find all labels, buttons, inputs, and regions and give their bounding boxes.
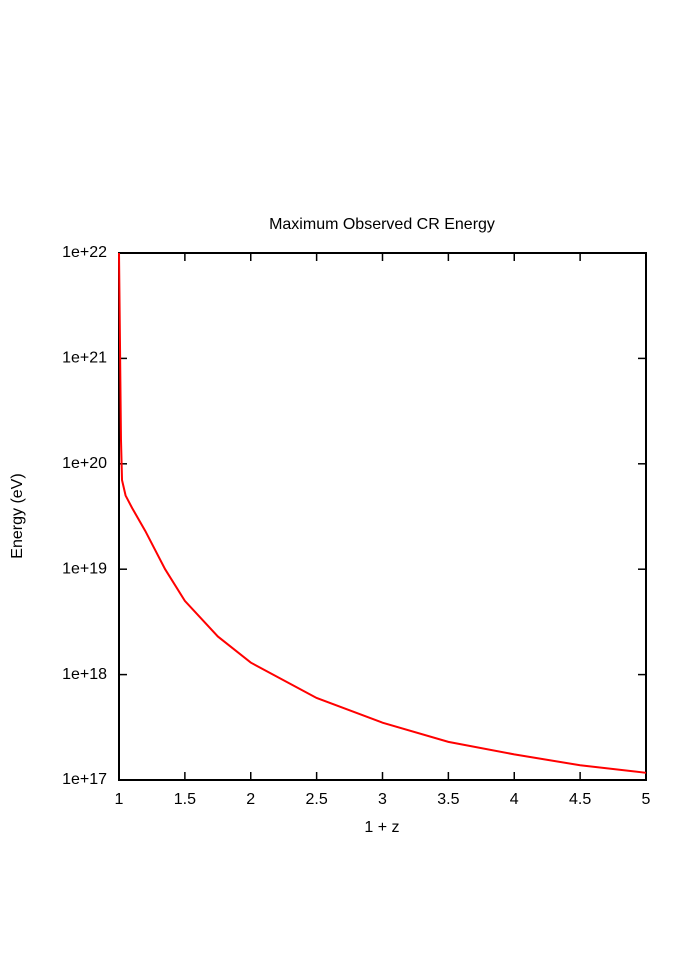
y-tick-label: 1e+22 <box>62 244 107 261</box>
plot-frame <box>118 252 647 781</box>
x-tick-label: 4 <box>510 791 519 808</box>
x-tick-label: 5 <box>642 791 651 808</box>
chart-title: Maximum Observed CR Energy <box>269 216 495 233</box>
y-tick-label: 1e+20 <box>62 455 107 472</box>
x-tick-label: 1.5 <box>174 791 196 808</box>
x-tick-label: 3.5 <box>437 791 459 808</box>
x-tick-label: 2 <box>246 791 255 808</box>
y-tick-label: 1e+21 <box>62 350 107 367</box>
y-tick-label: 1e+19 <box>62 560 107 577</box>
x-axis-label: 1 + z <box>364 819 399 836</box>
x-tick-label: 4.5 <box>569 791 591 808</box>
y-tick-label: 1e+18 <box>62 666 107 683</box>
x-tick-label: 2.5 <box>306 791 328 808</box>
x-tick-label: 3 <box>378 791 387 808</box>
y-tick-label: 1e+17 <box>62 771 107 788</box>
data-line <box>118 252 647 774</box>
y-axis-label: Energy (eV) <box>9 473 26 558</box>
x-tick-label: 1 <box>115 791 124 808</box>
